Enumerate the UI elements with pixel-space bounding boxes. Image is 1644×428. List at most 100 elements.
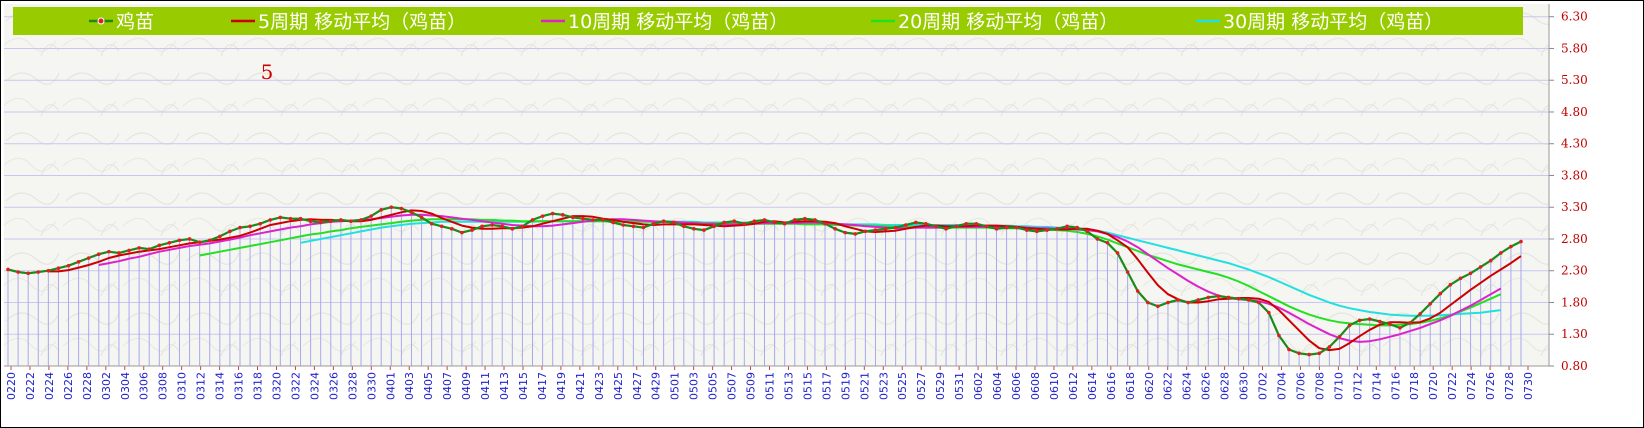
x-tick-label: 0610 [1048,372,1061,400]
data-point [1035,229,1039,234]
x-tick-label: 0718 [1408,372,1421,400]
data-point [16,270,20,274]
data-point [994,227,999,231]
data-point [107,249,111,254]
x-tick-label: 0320 [270,372,283,400]
data-point [914,220,918,225]
data-point [288,216,293,221]
y-tick-label: 0.80 [1561,359,1588,373]
x-tick-label: 0722 [1446,372,1459,400]
y-axis-ticks: 0.80 1.30 1.80 2.30 2.80 3.30 3.80 4.30 4.80 5.30… [1549,10,1588,373]
x-tick-label: 0423 [593,372,606,400]
y-tick-label: 5.80 [1561,41,1588,55]
x-tick-label: 0330 [365,372,378,400]
data-point [480,224,484,229]
x-tick-label: 0624 [1181,372,1194,400]
data-markers [6,205,1523,357]
data-point [762,218,767,222]
data-point [1206,295,1211,300]
data-point [1347,323,1352,328]
legend-label: 鸡苗 [116,11,154,33]
x-tick-label: 0620 [1143,372,1156,400]
data-point [1256,300,1261,305]
legend-label: 30周期 移动平均（鸡苗） [1223,11,1443,33]
x-tick-label: 0409 [460,372,473,400]
x-tick-label: 0614 [1086,372,1099,400]
data-point [732,219,737,223]
x-tick-label: 0507 [726,372,739,400]
data-point [1438,291,1443,296]
x-tick-label: 0630 [1238,372,1251,400]
x-tick-label: 0513 [782,372,795,400]
data-point [419,215,424,220]
x-tick-label: 0612 [1067,372,1080,400]
data-point [530,218,535,222]
x-tick-label: 0521 [858,372,871,400]
x-tick-label: 0602 [972,372,985,400]
chart-annotation: 5 [261,60,274,84]
data-point [157,243,162,248]
x-tick-label: 0517 [820,372,833,400]
data-point [399,206,404,211]
x-tick-label: 0503 [688,372,701,400]
x-tick-label: 0322 [289,372,302,400]
data-point [1408,321,1412,325]
data-point [328,219,333,223]
y-tick-label: 1.80 [1561,295,1588,309]
data-point [833,227,837,231]
x-tick-label: 0310 [176,372,189,400]
data-point [611,220,615,225]
x-tick-label: 0712 [1351,372,1364,400]
x-tick-label: 0324 [308,372,321,400]
x-tick-label: 0716 [1389,372,1402,400]
data-point [36,270,41,274]
x-tick-label: 0415 [517,372,530,400]
data-point [510,227,515,231]
data-point [1196,298,1201,302]
data-point [1327,345,1332,349]
data-point [853,232,858,236]
data-point [934,224,938,229]
data-point [1226,295,1231,300]
x-tick-label: 0407 [441,372,454,400]
data-point [1095,237,1100,241]
x-tick-label: 0704 [1275,372,1288,400]
x-tick-label: 0708 [1313,372,1326,400]
data-point [439,224,444,229]
data-point [843,230,847,235]
data-point [974,221,979,226]
x-tick-label: 0608 [1029,372,1042,400]
data-point [86,256,91,260]
data-point [924,221,928,226]
data-point [702,228,706,232]
data-point [1418,312,1422,316]
data-point [742,221,747,226]
data-point [671,220,676,225]
data-point [581,216,585,221]
data-point [1367,317,1372,321]
data-point [490,223,494,227]
data-point [167,240,172,245]
x-tick-label: 0316 [233,372,246,400]
data-point [752,219,757,223]
data-point [903,223,908,227]
data-point [520,224,525,229]
data-point [722,220,726,225]
data-point [772,220,777,225]
data-point [46,268,51,273]
data-point [1125,270,1130,274]
data-point [1236,296,1241,301]
x-tick-label: 0730 [1522,372,1535,400]
data-point [177,238,182,243]
y-tick-label: 2.80 [1561,232,1588,246]
data-point [1488,258,1493,263]
data-point [1085,229,1090,234]
x-tick-label: 0308 [157,372,170,400]
legend-label: 20周期 移动平均（鸡苗） [898,11,1118,33]
x-tick-label: 0714 [1370,372,1383,400]
x-tick-label: 0702 [1257,372,1270,400]
data-point [964,221,969,226]
data-point [1065,224,1069,229]
data-point [944,227,948,231]
